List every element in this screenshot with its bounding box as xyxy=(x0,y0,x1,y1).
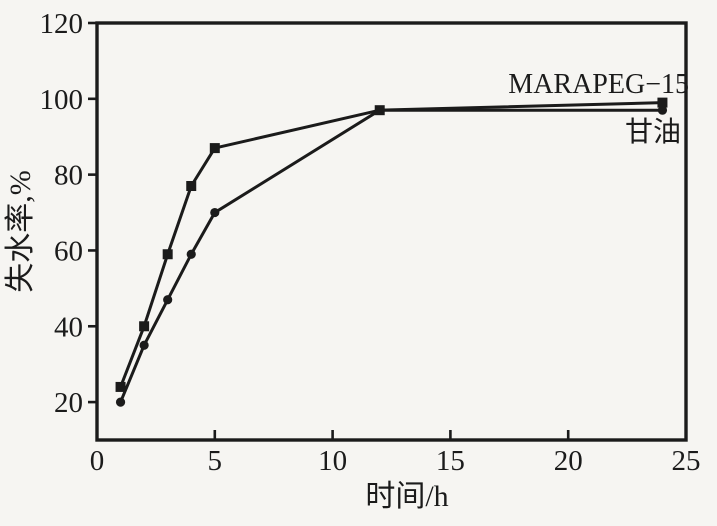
series-marker-circle xyxy=(115,397,126,407)
series-annotation-1: MARAPEG−15 xyxy=(508,69,689,100)
series-annotation-2: 甘油 xyxy=(625,116,681,148)
plot-frame xyxy=(95,21,688,442)
y-axis-tick-label: 60 xyxy=(54,235,83,267)
x-axis-tick-label: 15 xyxy=(436,445,465,477)
series-marker-circle xyxy=(163,295,173,305)
y-axis-tick-label: 120 xyxy=(40,8,84,40)
series-marker-square xyxy=(186,181,197,192)
x-axis-tick-label: 25 xyxy=(672,445,701,477)
series-marker-square xyxy=(115,381,126,392)
x-axis-tick-label: 10 xyxy=(318,445,347,477)
y-axis-tick-label: 100 xyxy=(40,84,84,116)
series-marker-circle xyxy=(139,340,149,350)
series-marker-circle xyxy=(186,249,196,259)
series-marker-square xyxy=(139,321,150,332)
x-axis-tick-label: 20 xyxy=(554,445,583,477)
x-axis-tick-label: 0 xyxy=(90,445,105,477)
series-marker-square xyxy=(162,249,173,260)
y-axis-tick-label: 80 xyxy=(54,160,83,192)
x-axis-tick-label: 5 xyxy=(208,445,223,477)
y-axis-title: 失水率,% xyxy=(4,170,37,293)
x-axis-title: 时间/h xyxy=(365,480,448,513)
y-axis-tick-label: 20 xyxy=(54,387,83,419)
series-marker-square xyxy=(657,97,668,108)
series-line-2 xyxy=(119,108,664,404)
series-marker-circle xyxy=(657,105,668,115)
series-marker-square xyxy=(209,143,220,154)
series-marker-square xyxy=(374,105,385,116)
y-axis-tick-label: 40 xyxy=(54,311,83,343)
series-line-1 xyxy=(119,101,664,389)
series-marker-circle xyxy=(210,207,220,218)
